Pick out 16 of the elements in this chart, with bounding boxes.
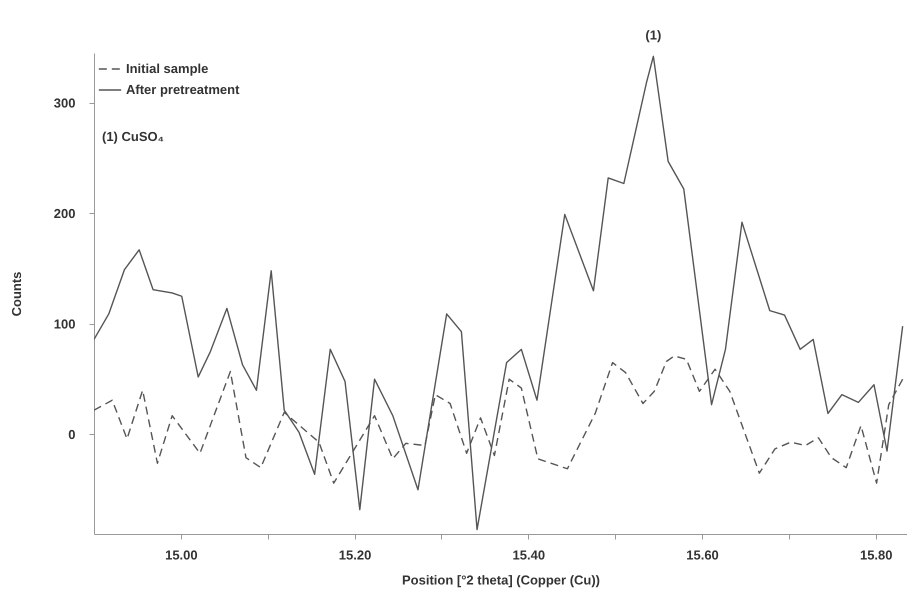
annotation: (1)	[645, 27, 662, 42]
x-tick-label: 15.80	[860, 548, 893, 562]
x-tick-label: 15.40	[512, 548, 546, 562]
x-tick-label: 15.00	[165, 548, 198, 562]
y-axis-title: Counts	[8, 272, 24, 316]
x-tick-label: 15.60	[686, 548, 719, 562]
y-tick-label: 100	[54, 316, 76, 332]
x-tick-label: 15.20	[338, 548, 372, 562]
y-tick-label: 0	[68, 426, 76, 442]
x-axis-title: Position [°2 theta] (Copper (Cu))	[402, 572, 600, 588]
y-tick-label: 200	[54, 206, 76, 221]
line-series	[94, 56, 904, 530]
y-tick-label: 300	[54, 95, 76, 110]
legend-label: After pretreatment	[126, 82, 240, 97]
annotation: (1) CuSO₄	[102, 129, 164, 144]
legend-label: Initial sample	[126, 61, 208, 76]
